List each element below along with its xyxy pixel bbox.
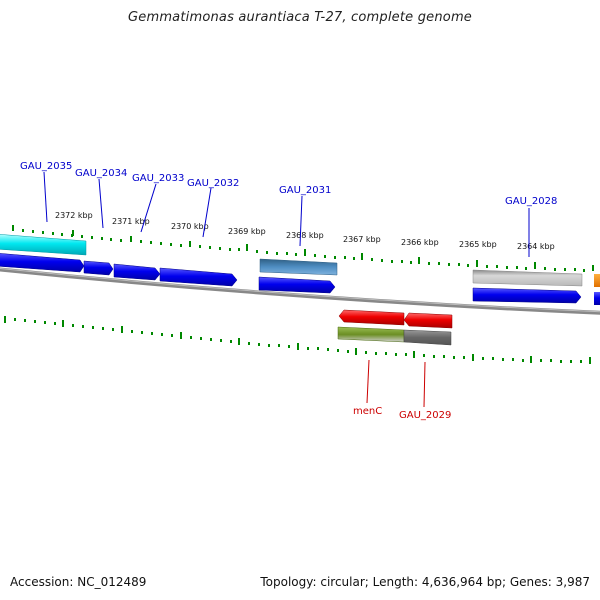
feature-label-gau-2033[interactable]: GAU_2033 [132, 173, 184, 184]
inner-scale-ticks [4, 316, 591, 364]
scale-label-2366: 2366 kbp [401, 238, 439, 247]
cds-arrow-gau-2033[interactable] [113, 263, 161, 281]
feature-label-gau-2031[interactable]: GAU_2031 [279, 185, 331, 196]
cds-arrow-menc[interactable] [338, 309, 405, 326]
leader-line-gau-2029 [423, 361, 426, 408]
leader-line-menc [366, 359, 370, 404]
feature-label-gau-2034[interactable]: GAU_2034 [75, 168, 127, 179]
scale-label-2365: 2365 kbp [459, 240, 497, 249]
feature-label-menc[interactable]: menC [353, 406, 382, 417]
feature-steelblue[interactable] [259, 258, 338, 276]
leader-line-gau-2032 [202, 187, 212, 238]
cds-arrow-gau-2028[interactable] [472, 287, 582, 304]
scale-label-2364: 2364 kbp [517, 242, 555, 251]
scale-label-2368: 2368 kbp [286, 231, 324, 240]
feature-cyan-rna[interactable] [0, 234, 87, 256]
feature-orange[interactable] [594, 274, 600, 287]
cds-arrow-gau-2034[interactable] [83, 260, 114, 276]
scale-label-2370: 2370 kbp [171, 222, 209, 231]
feature-label-gau-2028[interactable]: GAU_2028 [505, 196, 557, 207]
outer-scale-ticks [12, 225, 594, 272]
scale-label-2367: 2367 kbp [343, 235, 381, 244]
cds-arrow-gau-2032[interactable] [159, 267, 238, 287]
scale-label-2371: 2371 kbp [112, 217, 150, 226]
feature-label-gau-2029[interactable]: GAU_2029 [399, 410, 451, 421]
feature-dark-grey[interactable] [403, 329, 452, 346]
feature-olive[interactable] [337, 326, 405, 343]
feature-label-gau-2035[interactable]: GAU_2035 [20, 161, 72, 172]
accession-text: Accession: NC_012489 [10, 575, 147, 589]
scale-label-2369: 2369 kbp [228, 227, 266, 236]
leader-line-gau-2033 [140, 183, 157, 233]
scale-label-2372: 2372 kbp [55, 211, 93, 220]
cds-arrow-gau-2031[interactable] [258, 276, 336, 294]
genome-backbone-highlight [0, 268, 600, 313]
leader-line-gau-2035 [43, 171, 48, 223]
cds-arrow-edge[interactable] [594, 292, 600, 305]
feature-grey[interactable] [472, 269, 583, 287]
feature-label-gau-2032[interactable]: GAU_2032 [187, 178, 239, 189]
leader-line-gau-2034 [98, 178, 104, 229]
genome-summary-text: Topology: circular; Length: 4,636,964 bp… [260, 575, 590, 589]
map-title: Gemmatimonas aurantiaca T-27, complete g… [127, 10, 473, 25]
cds-arrow-gau-2029[interactable] [403, 312, 453, 329]
leader-line-gau-2031 [299, 195, 303, 247]
genome-backbone [0, 267, 600, 315]
cds-arrow-gau-2035[interactable] [0, 253, 85, 273]
